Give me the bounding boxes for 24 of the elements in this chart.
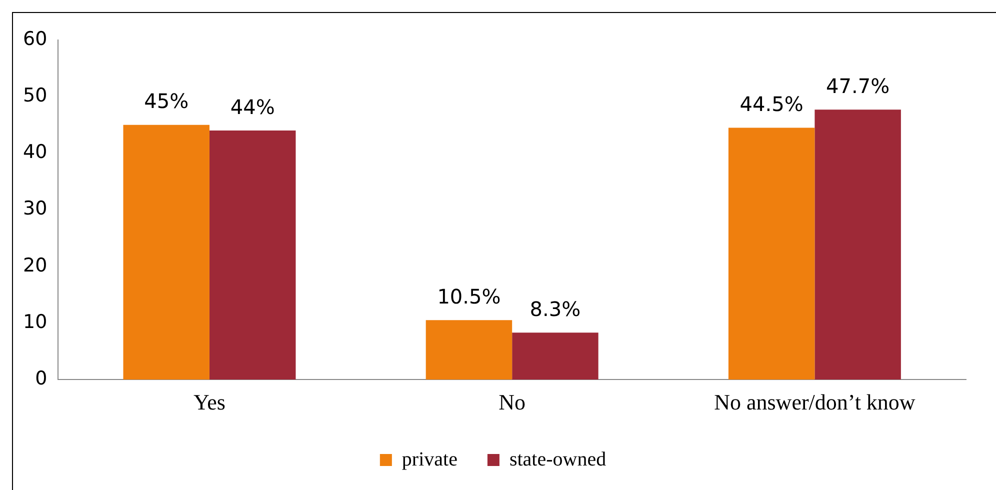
y-tick-label: 20	[22, 254, 48, 276]
y-tick-label: 10	[22, 310, 48, 333]
bar	[512, 332, 598, 380]
y-tick-label: 0	[35, 368, 48, 390]
bar	[123, 124, 210, 380]
legend-label: private	[402, 448, 458, 470]
x-tick-label: Yes	[193, 390, 226, 415]
y-tick-label: 50	[22, 84, 48, 107]
y-tick-label: 30	[22, 198, 48, 220]
x-tick-label: No answer/don’t know	[714, 390, 916, 415]
bar	[814, 110, 901, 380]
bar	[209, 130, 296, 380]
data-label: 44.5%	[740, 92, 804, 116]
data-label: 44%	[230, 94, 275, 119]
data-label: 47.7%	[826, 74, 890, 98]
data-label: 45%	[144, 89, 189, 114]
bar	[426, 320, 512, 380]
legend-label: state-owned	[509, 448, 606, 470]
x-tick-label: No	[498, 390, 526, 415]
y-tick-label: 40	[22, 141, 48, 164]
data-label: 10.5%	[437, 284, 501, 308]
y-tick-label: 60	[22, 28, 48, 50]
bar	[728, 128, 815, 380]
data-label: 8.3%	[530, 296, 581, 321]
